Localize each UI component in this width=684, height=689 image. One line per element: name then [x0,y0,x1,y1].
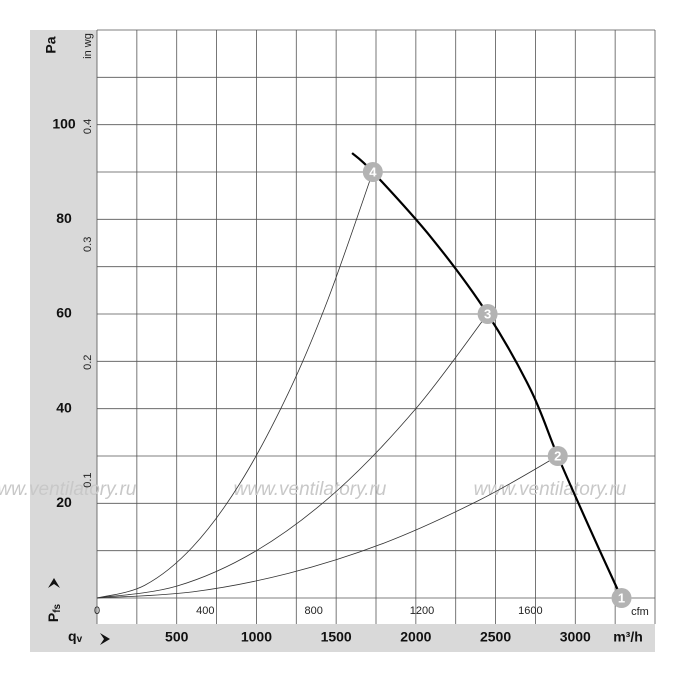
x-tick-label: 2000 [400,629,431,645]
x2-tick-label: 0 [94,605,100,617]
operating-point-label: 2 [554,448,561,463]
x-tick-label: 2500 [480,629,511,645]
y-arrow [48,578,60,588]
y-tick-label: 100 [52,115,76,131]
y-tick-label: 60 [56,305,72,321]
operating-point-label: 4 [369,164,377,179]
x-symbol-main: q [68,628,77,644]
x2-tick-label: 800 [305,605,323,617]
x2-tick-label: 400 [196,605,214,617]
x-tick-label: 3000 [560,629,591,645]
y-tick-label: 80 [56,210,72,226]
fan-curve [351,152,623,599]
y-tick-label: 40 [56,399,72,415]
x-axis-label: m³/h [613,629,643,645]
x2-tick-label: 1600 [518,605,542,617]
y2-tick-label: 0.2 [82,355,94,370]
x-tick-label: 1500 [321,629,352,645]
system-curve [96,171,374,599]
system-curve [96,313,488,599]
operating-point [477,304,498,324]
y-symbol-sub: fs [52,603,63,612]
watermark: www.ventilatory.ru [0,479,137,500]
watermark: www.ventilatory.ru [234,479,387,500]
y2-tick-label: 0.3 [82,237,94,252]
system-curve [96,455,558,599]
y2-tick-label: 0.1 [82,472,94,487]
x-arrow [100,633,110,645]
x2-axis-label: cfm [631,606,649,618]
operating-point-label: 3 [484,306,491,321]
y2-axis-label: in wg [82,33,94,59]
bottom-band [30,624,655,652]
y-tick-label: 20 [56,494,72,510]
operating-point-label: 1 [618,590,625,605]
left-band [30,30,97,652]
watermark: www.ventilatory.ru [474,479,627,500]
operating-point [611,588,632,608]
operating-point [362,162,383,182]
x-tick-label: 1000 [241,629,272,645]
x2-tick-label: 1200 [410,605,434,617]
y2-tick-label: 0.4 [82,119,94,134]
x-symbol: qv [68,628,83,645]
y-symbol: Pfs [45,603,63,622]
x-symbol-sub: v [77,634,83,645]
operating-point [547,446,568,466]
x-tick-label: 500 [165,629,189,645]
y-symbol-main: P [45,613,61,622]
y-axis-label: Pa [43,36,59,53]
